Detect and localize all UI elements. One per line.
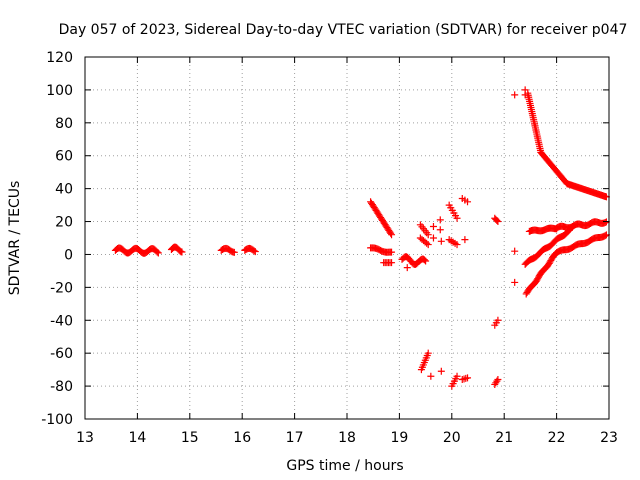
- data-point: [424, 241, 432, 249]
- data-point: [494, 376, 502, 384]
- data-point: [493, 216, 501, 224]
- data-point: [423, 239, 431, 247]
- data-point: [387, 229, 395, 237]
- y-tick-label: -80: [50, 379, 73, 395]
- data-point: [453, 372, 461, 380]
- x-tick-label: 13: [76, 430, 94, 446]
- y-tick-label: 120: [46, 50, 73, 66]
- data-point: [230, 248, 238, 256]
- y-axis-ticks: -100 -80 -60 -40 -20 0 20 40 60 80 100 120: [41, 50, 609, 428]
- y-tick-label: 0: [64, 247, 73, 263]
- data-point: [436, 226, 444, 234]
- data-point: [424, 231, 432, 239]
- x-tick-label: 15: [181, 430, 199, 446]
- data-point: [422, 257, 430, 265]
- y-tick-label: 80: [55, 116, 73, 132]
- y-tick-label: -100: [41, 412, 73, 428]
- x-tick-label: 17: [286, 430, 304, 446]
- data-point: [403, 264, 411, 272]
- data-point: [251, 248, 259, 256]
- data-point: [429, 234, 437, 242]
- data-point: [153, 248, 161, 256]
- x-tick-label: 16: [233, 430, 251, 446]
- data-point: [521, 91, 529, 99]
- data-point: [511, 247, 519, 255]
- data-point: [429, 222, 437, 230]
- x-tick-label: 19: [390, 430, 408, 446]
- data-point: [437, 367, 445, 375]
- y-tick-label: -60: [50, 346, 73, 362]
- x-axis-label: GPS time / hours: [286, 458, 403, 474]
- y-tick-label: -40: [50, 313, 73, 329]
- data-point: [250, 247, 258, 255]
- data-point: [461, 236, 469, 244]
- x-tick-label: 21: [495, 430, 513, 446]
- x-tick-label: 18: [338, 430, 356, 446]
- y-tick-label: 100: [46, 83, 73, 99]
- y-tick-label: 40: [55, 182, 73, 198]
- data-point: [427, 372, 435, 380]
- x-tick-label: 14: [128, 430, 146, 446]
- data-point: [511, 91, 519, 99]
- chart-title: Day 057 of 2023, Sidereal Day-to-day VTE…: [59, 22, 628, 38]
- data-point: [437, 237, 445, 245]
- data-point: [436, 216, 444, 224]
- data-point: [154, 249, 162, 257]
- data-point: [178, 248, 186, 256]
- x-tick-label: 22: [548, 430, 566, 446]
- y-axis-label: SDTVAR / TECUs: [7, 181, 23, 296]
- data-point: [388, 259, 396, 267]
- data-point: [464, 374, 472, 382]
- x-tick-label: 23: [600, 430, 618, 446]
- y-tick-label: 20: [55, 215, 73, 231]
- data-point: [601, 232, 609, 240]
- data-point: [388, 248, 396, 256]
- y-tick-label: 60: [55, 149, 73, 165]
- data-point: [388, 231, 396, 239]
- data-point: [511, 278, 519, 286]
- data-point: [420, 256, 428, 264]
- data-point: [453, 241, 461, 249]
- x-axis-ticks: 13 14 15 16 17 18 19 20 21 22 23: [76, 57, 618, 446]
- data-point: [464, 198, 472, 206]
- x-tick-label: 20: [443, 430, 461, 446]
- data-point: [493, 377, 501, 385]
- data-point: [601, 218, 609, 226]
- data-point: [453, 214, 461, 222]
- data-point: [494, 316, 502, 324]
- data-point: [567, 224, 575, 232]
- y-tick-label: -20: [50, 280, 73, 296]
- data-point: [494, 218, 502, 226]
- data-point: [424, 349, 432, 357]
- data-points: [111, 86, 610, 390]
- data-point: [568, 223, 576, 231]
